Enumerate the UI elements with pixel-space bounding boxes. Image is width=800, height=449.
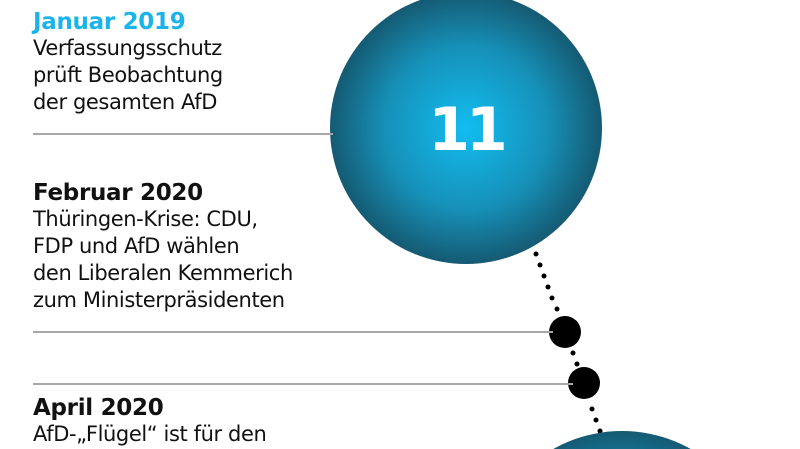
event-description-line: AfD-„Flügel“ ist für den <box>33 422 267 446</box>
event-description-line: FDP und AfD wählen <box>33 234 240 258</box>
event-description-line: den Liberalen Kemmerich <box>33 261 293 285</box>
marker-count-label: 11 <box>428 95 504 165</box>
event-description-line: Verfassungsschutz <box>33 36 222 60</box>
event-marker-large-circle: 11 <box>330 0 602 264</box>
event-date: April 2020 <box>33 395 164 421</box>
timeline-event-apr-2020: April 2020 AfD-„Flügel“ ist für den <box>33 395 267 448</box>
timeline-event-jan-2019: Januar 2019 Verfassungsschutz prüft Beob… <box>33 9 223 116</box>
event-divider <box>33 133 333 135</box>
timeline-event-feb-2020: Februar 2020 Thüringen-Krise: CDU, FDP u… <box>33 180 293 314</box>
event-description-line: Thüringen-Krise: CDU, <box>33 207 258 231</box>
event-description-line: zum Ministerpräsidenten <box>33 288 285 312</box>
event-date: Februar 2020 <box>33 180 203 206</box>
event-marker-large-circle-next <box>553 431 691 449</box>
event-description-line: prüft Beobachtung <box>33 63 223 87</box>
dotted-connector <box>533 251 603 434</box>
event-divider <box>33 331 553 333</box>
event-date: Januar 2019 <box>33 9 186 35</box>
event-description-line: der gesamten AfD <box>33 90 217 114</box>
event-divider <box>33 383 573 385</box>
event-marker-dot-apr-2020 <box>568 367 600 399</box>
event-marker-dot-feb-2020 <box>549 316 581 348</box>
